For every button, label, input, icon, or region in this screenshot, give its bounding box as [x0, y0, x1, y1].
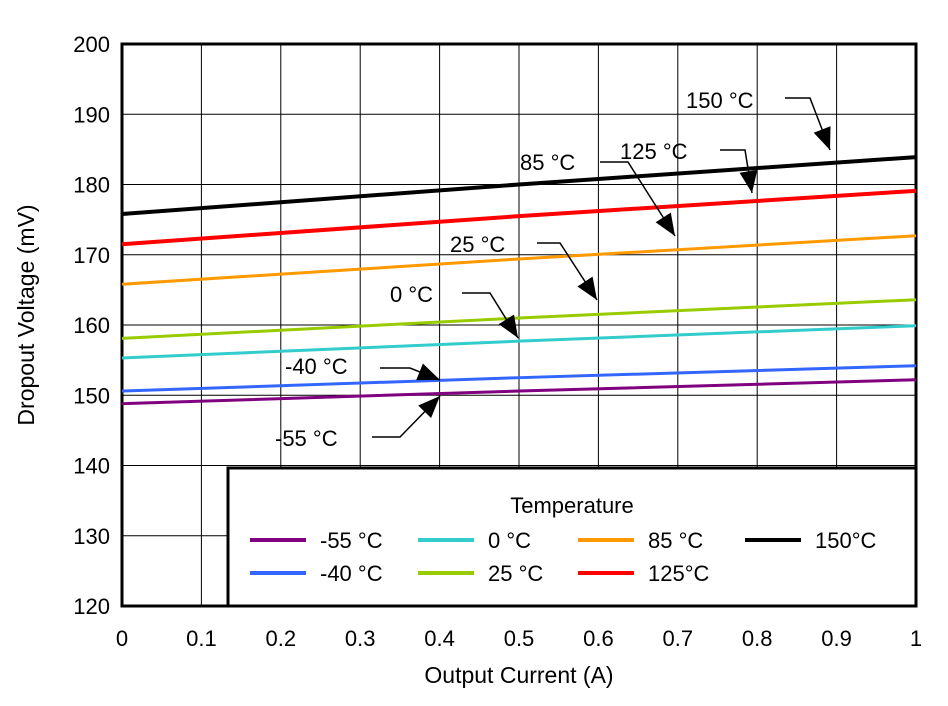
y-tick-label: 130	[73, 524, 110, 549]
legend-title: Temperature	[510, 493, 634, 518]
y-tick-label: 200	[73, 32, 110, 57]
legend-entry-label: -55 °C	[320, 528, 383, 553]
annotation-arrowhead	[418, 396, 440, 419]
x-tick-label: 0.4	[424, 626, 455, 651]
x-tick-label: 0.7	[663, 626, 694, 651]
legend-entry-label: 25 °C	[488, 561, 543, 586]
x-tick-label: 0.8	[742, 626, 773, 651]
annotation-arrowhead	[739, 169, 758, 193]
y-tick-label: 120	[73, 594, 110, 619]
x-axis-label: Output Current (A)	[424, 662, 613, 688]
x-tick-label: 0.1	[186, 626, 217, 651]
series-line-85C	[121, 234, 917, 286]
series-line-150C	[121, 155, 917, 216]
x-tick-label: 0.2	[266, 626, 297, 651]
legend-entry-label: 125°C	[648, 561, 710, 586]
y-tick-label: 170	[73, 243, 110, 268]
annotation-label: 150 °C	[686, 88, 754, 113]
x-tick-label: 0.6	[583, 626, 614, 651]
y-axis-label: Dropout Voltage (mV)	[13, 204, 39, 425]
legend-entry-label: 85 °C	[648, 528, 703, 553]
annotation-label: 25 °C	[450, 232, 505, 257]
annotation-label: 0 °C	[390, 282, 433, 307]
annotation-label: -55 °C	[275, 426, 338, 451]
x-tick-label: 0.5	[504, 626, 535, 651]
x-tick-label: 0.3	[345, 626, 376, 651]
x-tick-label: 1	[910, 626, 922, 651]
series-line-25C	[121, 298, 917, 340]
y-tick-label: 150	[73, 383, 110, 408]
x-tick-label: 0	[116, 626, 128, 651]
legend-box	[226, 466, 918, 608]
annotation-arrowhead	[655, 212, 675, 236]
annotation-label: -40 °C	[285, 354, 348, 379]
legend-entry-label: 150°C	[815, 528, 877, 553]
legend-entry-label: -40 °C	[320, 561, 383, 586]
annotation-label: 125 °C	[620, 139, 688, 164]
y-tick-label: 160	[73, 313, 110, 338]
annotation-arrowhead	[416, 363, 440, 381]
series-line--55C	[121, 378, 917, 406]
y-tick-label: 180	[73, 173, 110, 198]
annotation-arrowhead	[577, 276, 597, 300]
series-line-125C	[121, 188, 917, 247]
annotation-arrowhead	[813, 126, 831, 150]
y-tick-label: 140	[73, 454, 110, 479]
annotation-label: 85 °C	[520, 150, 575, 175]
legend-entry-label: 0 °C	[488, 528, 531, 553]
annotation-leader	[537, 242, 598, 301]
series-line--40C	[121, 364, 917, 393]
annotation-leader	[600, 161, 676, 237]
series-line-0C	[121, 324, 917, 360]
x-tick-label: 0.9	[821, 626, 852, 651]
y-tick-label: 190	[73, 102, 110, 127]
annotation-arrowhead	[498, 314, 518, 338]
